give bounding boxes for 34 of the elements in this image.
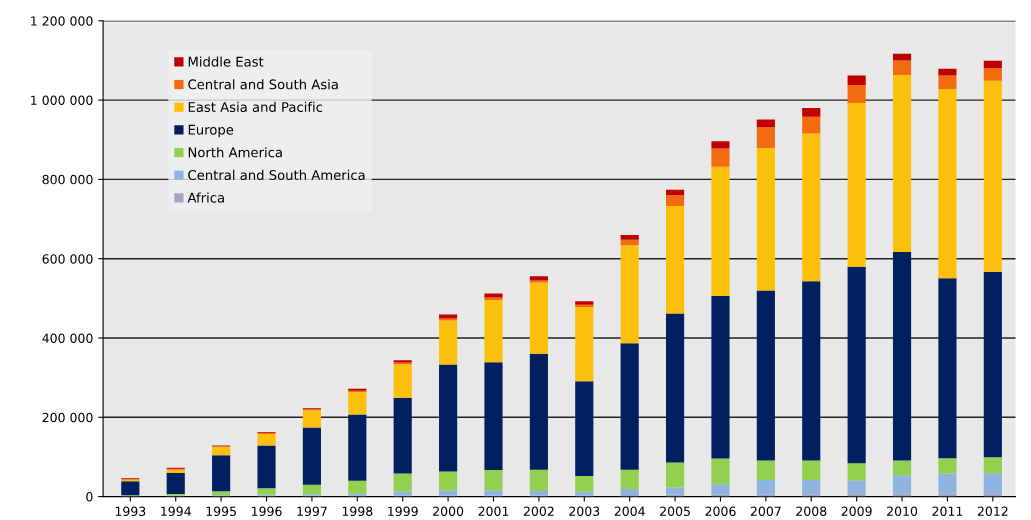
x-tick-label: 2011 — [932, 506, 963, 516]
x-tick-label: 2008 — [796, 506, 827, 516]
x-tick-label: 2012 — [977, 506, 1008, 516]
x-tick-label: 1998 — [342, 506, 373, 516]
x-tick-label: 2010 — [887, 506, 918, 516]
x-tick-label: 2003 — [569, 506, 600, 516]
y-tick-label: 600 000 — [42, 254, 93, 264]
x-tick-label: 2004 — [614, 506, 645, 516]
y-tick-label: 200 000 — [42, 412, 93, 423]
y-tick-label: 400 000 — [42, 333, 93, 343]
legend-label: Central and South Asia — [188, 79, 338, 90]
x-tick-label: 1999 — [388, 506, 418, 516]
x-tick-label: 1995 — [206, 506, 236, 516]
y-tick-label: 1 200 000 — [31, 16, 93, 26]
x-tick-label: 1997 — [297, 506, 327, 516]
x-tick-label: 2006 — [705, 506, 736, 516]
x-tick-label: 2000 — [433, 506, 464, 516]
y-tick-label: 800 000 — [42, 174, 93, 185]
x-tick-label: 1996 — [251, 506, 282, 516]
legend-label: Central and South America — [188, 169, 365, 181]
legend-label: Middle East — [188, 56, 264, 67]
legend-label: North America — [188, 147, 282, 158]
x-tick-label: 2002 — [523, 506, 554, 516]
x-tick-label: 1994 — [161, 506, 191, 516]
x-tick-label: 1993 — [115, 506, 146, 516]
legend-label: East Asia and Pacific — [188, 101, 323, 113]
x-tick-label: 2005 — [660, 506, 690, 516]
x-tick-label: 2007 — [750, 506, 781, 516]
x-tick-label: 2009 — [841, 506, 872, 516]
y-tick-label: 0 — [86, 492, 93, 502]
legend-label: Europe — [188, 124, 234, 138]
y-tick-label: 1 000 000 — [31, 95, 93, 106]
legend-label: Africa — [187, 192, 224, 203]
x-tick-label: 2001 — [478, 506, 509, 516]
